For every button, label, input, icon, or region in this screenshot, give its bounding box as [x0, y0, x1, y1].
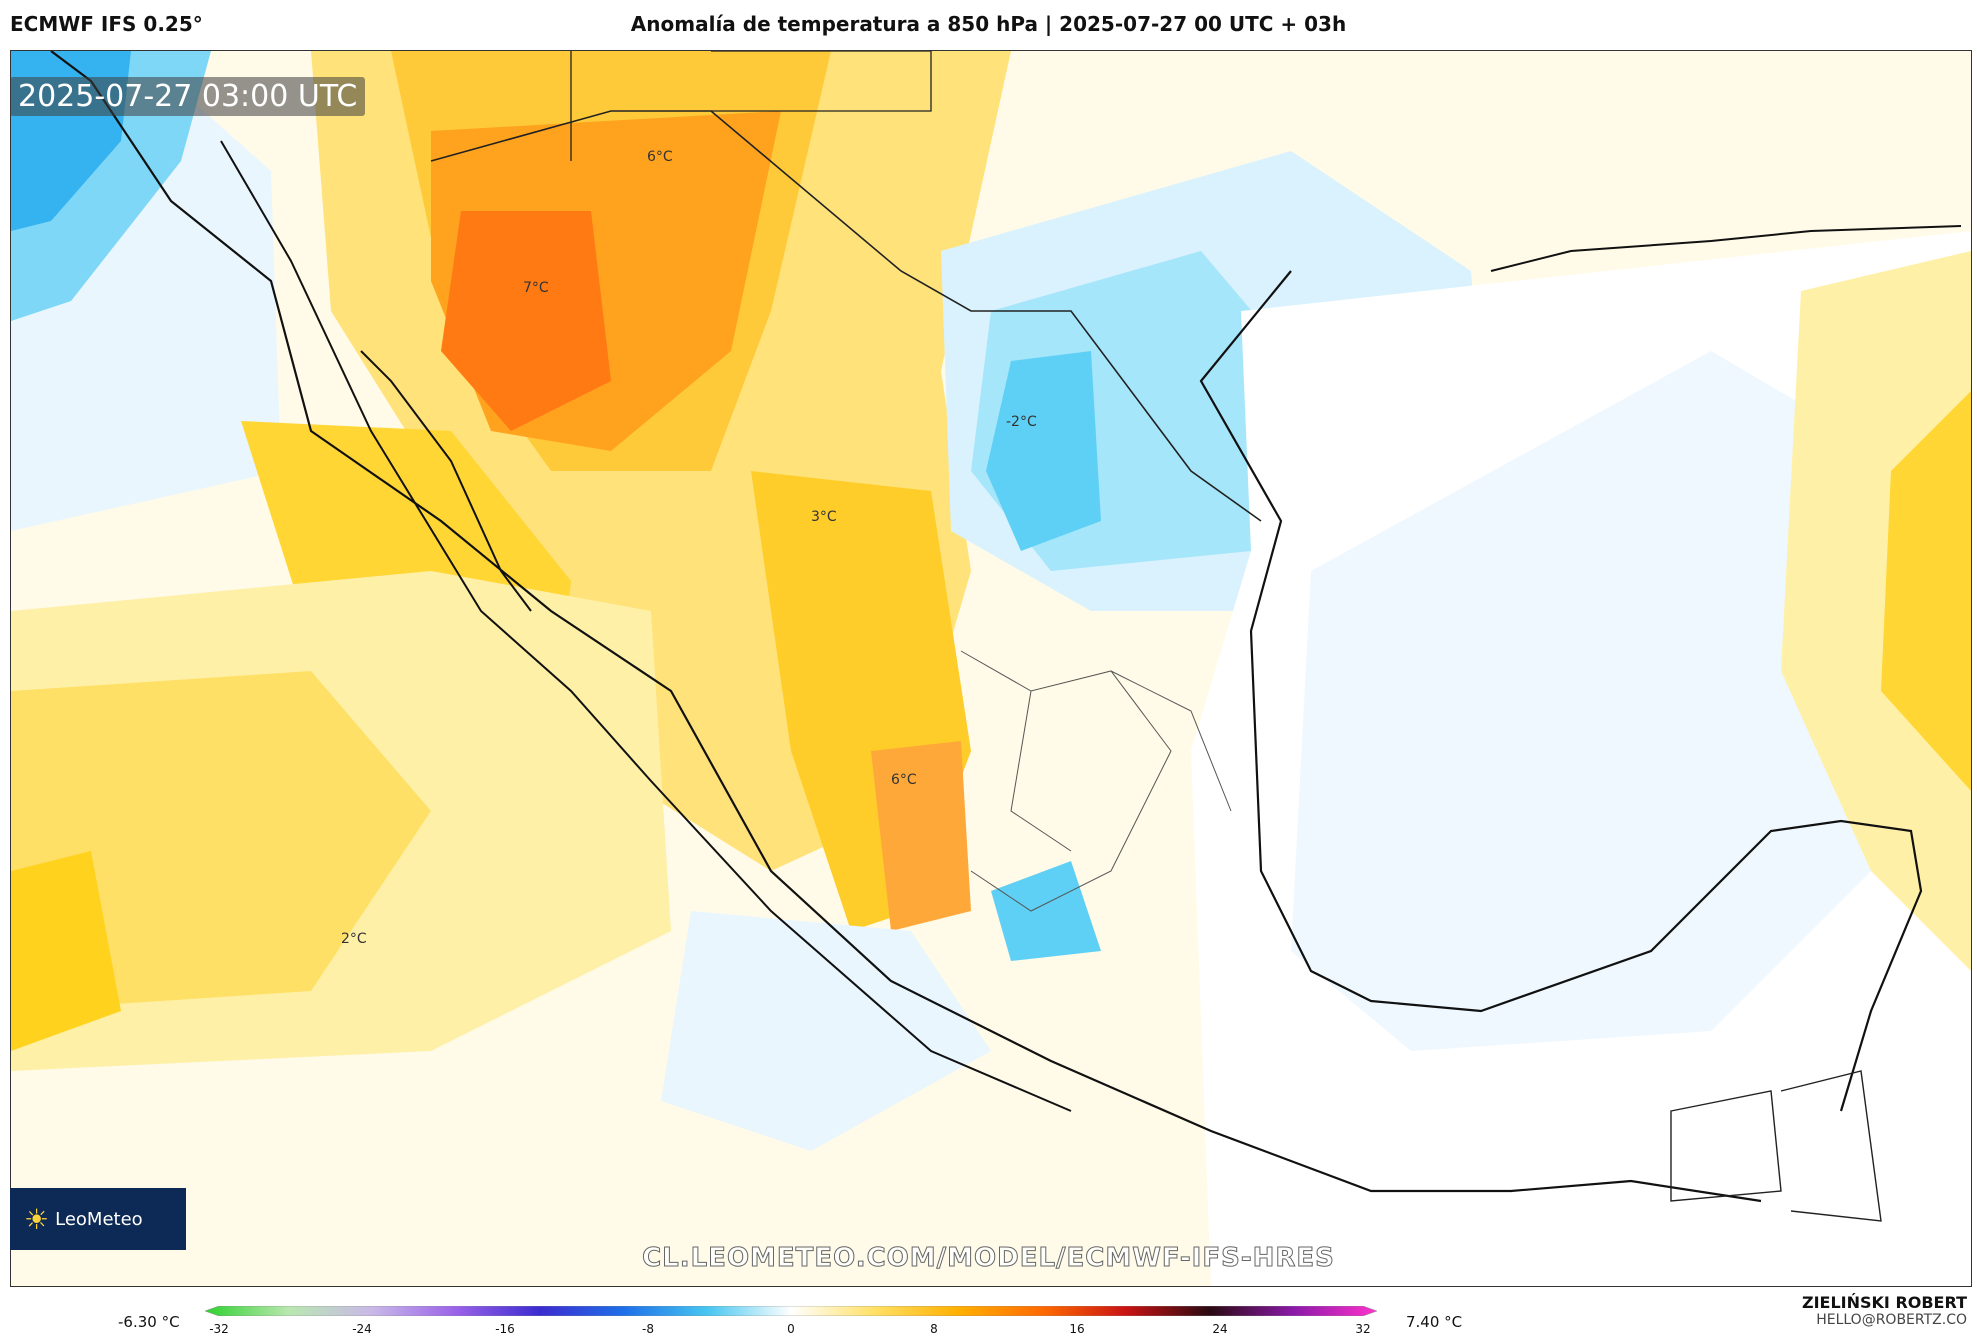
- colorbar-tick-label: -32: [209, 1322, 229, 1336]
- label-7c: 7°C: [523, 280, 549, 296]
- map-panel: 6°C 7°C 3°C -2°C 6°C 2°C: [10, 50, 1972, 1287]
- colorbar-tick-label: 8: [930, 1322, 938, 1336]
- colorbar-tick-label: -8: [642, 1322, 654, 1336]
- colorbar-tick-label: 16: [1069, 1322, 1085, 1336]
- colorbar-ticks: -32 -24 -16 -8 0 8 16 24 32: [205, 1322, 1377, 1340]
- valid-time-badge: 2025-07-27 03:00 UTC: [10, 77, 366, 116]
- colorbar-tick-label: -24: [352, 1322, 372, 1336]
- leometeo-logo[interactable]: ☀ LeoMeteo: [10, 1188, 186, 1250]
- colorbar-tick-label: 24: [1212, 1322, 1228, 1336]
- colorbar-tick-label: 32: [1355, 1322, 1371, 1336]
- label-6c-central: 6°C: [891, 772, 917, 788]
- colorbar-tick-label: -16: [495, 1322, 515, 1336]
- sun-icon: ☀: [24, 1202, 50, 1236]
- label-minus2c: -2°C: [1006, 414, 1037, 430]
- author-name: ZIELIŃSKI ROBERT: [1801, 1293, 1967, 1312]
- source-url-watermark: CL.LEOMETEO.COM/MODEL/ECMWF-IFS-HRES: [642, 1243, 1335, 1274]
- colorbar-max-label: 7.40 °C: [1406, 1313, 1463, 1331]
- label-2c: 2°C: [341, 931, 367, 947]
- colorbar-tick-label: 0: [787, 1322, 795, 1336]
- author-email[interactable]: HELLO@ROBERTZ.CO: [1816, 1312, 1967, 1328]
- map-title: Anomalía de temperatura a 850 hPa | 2025…: [630, 12, 1347, 36]
- author-credit: ZIELIŃSKI ROBERT HELLO@ROBERTZ.CO: [1802, 1293, 1967, 1328]
- logo-text: LeoMeteo: [55, 1208, 143, 1230]
- label-3c: 3°C: [811, 509, 837, 525]
- label-6c-north: 6°C: [647, 149, 673, 165]
- model-name: ECMWF IFS 0.25°: [10, 12, 203, 36]
- colorbar-min-label: -6.30 °C: [118, 1313, 180, 1331]
- anomaly-map: 6°C 7°C 3°C -2°C 6°C 2°C: [11, 51, 1971, 1286]
- colorbar: [205, 1306, 1377, 1316]
